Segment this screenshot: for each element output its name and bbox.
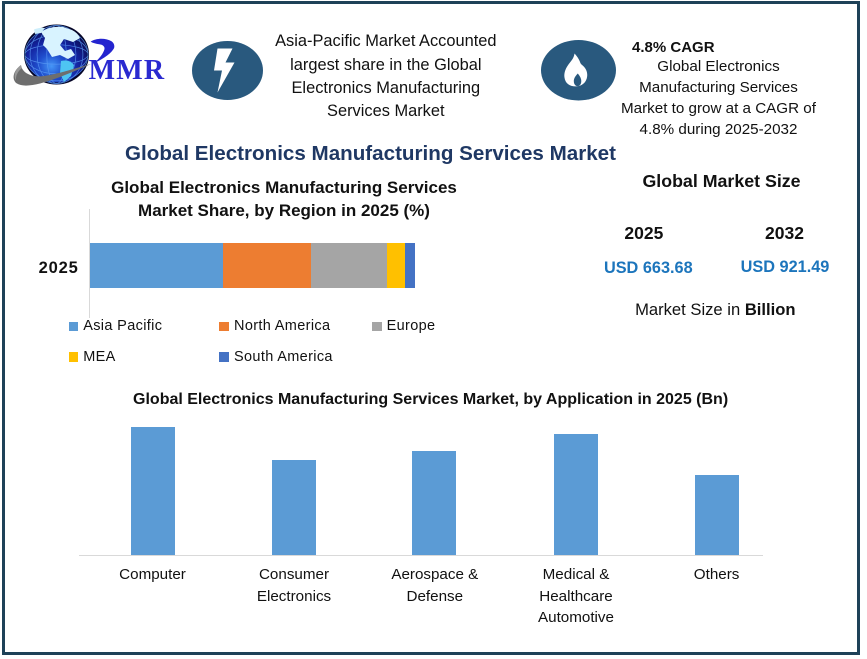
svg-text:MMR: MMR bbox=[89, 55, 166, 86]
